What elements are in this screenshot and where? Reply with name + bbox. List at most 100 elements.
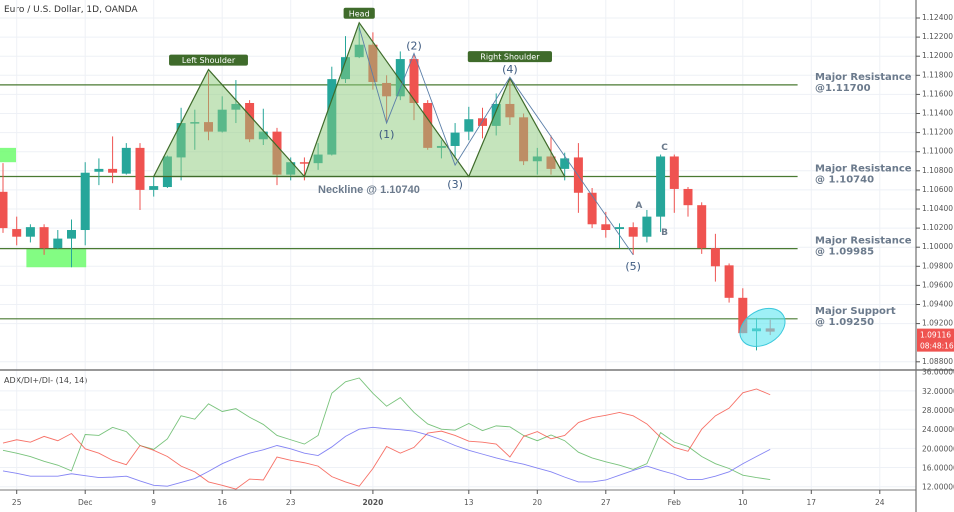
candle <box>642 209 652 243</box>
candle-body <box>573 157 583 193</box>
candle <box>0 163 8 233</box>
pattern-triangle <box>152 68 306 178</box>
abc-label: A <box>635 201 642 211</box>
candle-body <box>656 156 666 217</box>
candle-body <box>628 227 638 237</box>
candle <box>80 162 90 246</box>
price-tick-label: 1.10400 <box>922 204 953 213</box>
candle-body <box>67 230 76 239</box>
candle <box>450 123 460 159</box>
price-tick-label: 1.12000 <box>922 51 953 60</box>
price-tick-label: 1.11600 <box>922 89 953 98</box>
candle <box>601 211 611 238</box>
time-tick-label: 13 <box>464 498 474 507</box>
candle <box>628 222 638 255</box>
candle <box>464 106 474 141</box>
candle-body <box>615 227 624 230</box>
candle-body <box>478 118 487 126</box>
price-tick-label: 1.10000 <box>922 242 953 251</box>
bar-countdown: 08:48:16 <box>920 342 954 351</box>
candle-body <box>12 229 22 237</box>
candle-body <box>108 168 118 173</box>
level-price: @ 1.10740 <box>815 175 874 186</box>
candle-body <box>53 238 63 249</box>
adx-panel <box>2 377 771 490</box>
candle <box>587 187 597 229</box>
level-label: Major Resistance <box>815 164 912 175</box>
adx-tick-label: 12.00000 <box>922 483 954 492</box>
time-tick-label: 2020 <box>362 498 383 507</box>
time-tick-label: 20 <box>533 498 543 507</box>
pattern-triangle <box>303 21 470 178</box>
candle-body <box>121 147 131 174</box>
wave-label: (1) <box>379 128 395 141</box>
wave-line <box>358 27 634 256</box>
pattern-label-box <box>467 51 552 63</box>
candle <box>94 158 104 186</box>
time-tick-label: 25 <box>12 498 22 507</box>
level-price: @ 1.09250 <box>815 317 874 328</box>
wave-label: (5) <box>625 260 641 273</box>
candle <box>25 224 35 243</box>
candle <box>656 154 666 232</box>
candle-body <box>601 224 611 231</box>
wave-label: (4) <box>502 63 518 76</box>
price-tick-label: 1.09600 <box>922 280 953 289</box>
candle <box>573 143 583 213</box>
candle-body <box>450 132 460 146</box>
highlight-zone <box>26 249 87 268</box>
level-price: @ 1.09985 <box>815 247 874 258</box>
price-tick-label: 1.10800 <box>922 166 953 175</box>
highlight-zone <box>0 147 16 163</box>
candle <box>149 176 159 197</box>
candle-body <box>25 227 35 237</box>
level-price: @1.11700 <box>815 83 871 94</box>
candle <box>697 202 707 254</box>
candle-body <box>39 227 49 249</box>
candle-body <box>299 162 309 164</box>
candle-body <box>135 147 145 190</box>
price-tick-label: 1.09200 <box>922 319 953 328</box>
adx-tick-label: 32.00000 <box>922 387 954 396</box>
price-tick-label: 1.11400 <box>922 109 953 118</box>
candle-body <box>395 59 405 97</box>
highlight-ellipse <box>739 307 786 347</box>
head-and-shoulders-pattern: Left Shoulder Head Right Shoulder Neckline … <box>152 7 566 196</box>
candle-body <box>0 191 8 229</box>
adx-tick-label: 16.00000 <box>922 464 954 473</box>
adx-tick-label: 24.00000 <box>922 425 954 434</box>
candle-body <box>464 119 474 132</box>
candle-body <box>409 59 419 103</box>
chart-title: Euro / U.S. Dollar, 1D, OANDA <box>4 5 138 15</box>
price-tick-label: 1.10600 <box>922 185 953 194</box>
grid <box>0 0 916 490</box>
adx-series-adx <box>2 426 771 487</box>
candle-body <box>149 186 159 190</box>
wave-label: (2) <box>406 39 422 52</box>
time-tick-label: 27 <box>601 498 611 507</box>
price-tick-label: 1.12400 <box>922 13 953 22</box>
adx-tick-label: 36.00000 <box>922 368 954 377</box>
pattern-label-box <box>343 7 375 19</box>
adx-series-di_plus <box>2 377 771 480</box>
candle <box>53 230 63 250</box>
price-tick-label: 1.09400 <box>922 300 953 309</box>
candle-body <box>697 205 707 249</box>
candle <box>108 136 118 184</box>
price-tick-label: 1.11800 <box>922 70 953 79</box>
last-price-tag <box>917 328 954 352</box>
candle-body <box>669 156 679 189</box>
time-tick-label: 17 <box>807 498 817 507</box>
abc-label: B <box>661 228 668 238</box>
pattern-label-box <box>169 54 248 66</box>
time-tick-label: Dec <box>78 498 93 507</box>
price-tick-label: 1.09800 <box>922 261 953 270</box>
candle-body <box>683 188 693 206</box>
neckline-label: Neckline @ 1.10740 <box>318 184 420 196</box>
adx-tick-label: 28.00000 <box>922 406 954 415</box>
price-tick-label: 1.11000 <box>922 147 953 156</box>
time-tick-label: 9 <box>151 498 156 507</box>
